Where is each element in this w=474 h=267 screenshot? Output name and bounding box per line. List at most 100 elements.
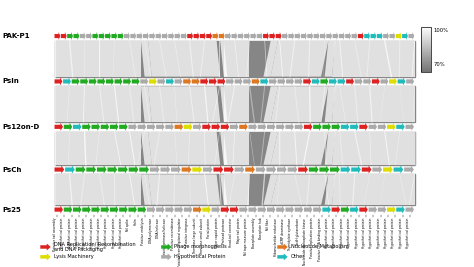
Bar xyxy=(421,31,431,32)
Polygon shape xyxy=(203,166,213,174)
Text: Putative DNA binding protein: Putative DNA binding protein xyxy=(318,218,322,261)
Bar xyxy=(421,59,431,60)
Text: DNA polymerase: DNA polymerase xyxy=(148,218,153,243)
Polygon shape xyxy=(224,166,234,174)
Polygon shape xyxy=(221,206,229,214)
Polygon shape xyxy=(320,77,328,85)
Polygon shape xyxy=(248,123,257,131)
Polygon shape xyxy=(140,77,148,85)
Polygon shape xyxy=(304,123,312,131)
Polygon shape xyxy=(244,32,250,40)
Polygon shape xyxy=(352,32,357,40)
Polygon shape xyxy=(337,77,346,85)
Polygon shape xyxy=(258,123,266,131)
Polygon shape xyxy=(61,32,67,40)
Polygon shape xyxy=(298,166,308,174)
Bar xyxy=(421,71,431,72)
Text: Hypothetical protein: Hypothetical protein xyxy=(399,218,402,248)
Polygon shape xyxy=(137,206,146,214)
Polygon shape xyxy=(161,166,170,174)
Polygon shape xyxy=(105,32,111,40)
Polygon shape xyxy=(193,123,201,131)
Polygon shape xyxy=(277,77,285,85)
Polygon shape xyxy=(91,206,100,214)
Polygon shape xyxy=(123,77,131,85)
Polygon shape xyxy=(40,244,51,250)
Polygon shape xyxy=(149,32,155,40)
Polygon shape xyxy=(313,123,322,131)
Bar xyxy=(421,63,431,64)
Polygon shape xyxy=(183,77,191,85)
Polygon shape xyxy=(137,123,146,131)
Polygon shape xyxy=(266,166,276,174)
Polygon shape xyxy=(141,41,152,77)
Polygon shape xyxy=(64,206,72,214)
Polygon shape xyxy=(55,32,60,40)
Bar xyxy=(421,62,431,63)
Polygon shape xyxy=(73,206,82,214)
Polygon shape xyxy=(307,32,313,40)
Polygon shape xyxy=(128,166,138,174)
Text: Hypothetical protein: Hypothetical protein xyxy=(406,218,410,248)
Polygon shape xyxy=(377,32,383,40)
Polygon shape xyxy=(285,206,294,214)
Polygon shape xyxy=(286,77,294,85)
Text: Prohead protease: Prohead protease xyxy=(222,218,226,244)
Polygon shape xyxy=(406,206,414,214)
Text: Lysis Machinery: Lysis Machinery xyxy=(54,254,93,259)
Polygon shape xyxy=(97,77,105,85)
Polygon shape xyxy=(174,123,183,131)
Polygon shape xyxy=(341,206,349,214)
Polygon shape xyxy=(269,32,275,40)
Polygon shape xyxy=(82,206,91,214)
Polygon shape xyxy=(184,206,192,214)
Polygon shape xyxy=(322,206,331,214)
Text: Ribonucleotide reductase: Ribonucleotide reductase xyxy=(273,218,278,256)
Polygon shape xyxy=(329,77,337,85)
Text: Hypothetical protein: Hypothetical protein xyxy=(332,218,337,248)
Polygon shape xyxy=(373,166,382,174)
Polygon shape xyxy=(40,253,51,260)
Polygon shape xyxy=(271,86,328,122)
Polygon shape xyxy=(326,32,332,40)
Polygon shape xyxy=(341,166,350,174)
Polygon shape xyxy=(332,86,415,122)
Polygon shape xyxy=(181,32,187,40)
Polygon shape xyxy=(350,206,359,214)
Polygon shape xyxy=(295,206,303,214)
Text: Baseplate assembly: Baseplate assembly xyxy=(252,218,255,248)
Bar xyxy=(421,68,431,69)
Bar xyxy=(421,53,431,54)
Polygon shape xyxy=(333,32,338,40)
Polygon shape xyxy=(174,206,183,214)
Polygon shape xyxy=(225,32,231,40)
Polygon shape xyxy=(119,206,128,214)
Polygon shape xyxy=(304,206,312,214)
Polygon shape xyxy=(192,77,200,85)
Polygon shape xyxy=(220,174,228,205)
Polygon shape xyxy=(55,132,415,165)
Bar xyxy=(421,28,431,29)
Polygon shape xyxy=(156,123,164,131)
Polygon shape xyxy=(73,32,79,40)
Polygon shape xyxy=(288,32,294,40)
Text: Hypothetical protein: Hypothetical protein xyxy=(82,218,86,248)
Polygon shape xyxy=(221,123,229,131)
Polygon shape xyxy=(383,32,389,40)
Polygon shape xyxy=(65,166,75,174)
Text: Hypothetical protein: Hypothetical protein xyxy=(369,218,373,248)
Polygon shape xyxy=(314,32,319,40)
Bar xyxy=(421,54,431,56)
Polygon shape xyxy=(230,123,238,131)
Bar xyxy=(421,48,431,49)
Polygon shape xyxy=(358,32,364,40)
Polygon shape xyxy=(238,32,244,40)
Bar xyxy=(421,36,431,37)
Text: PsIn: PsIn xyxy=(2,78,19,84)
Polygon shape xyxy=(313,206,322,214)
Text: Hypothetical protein: Hypothetical protein xyxy=(355,218,358,248)
Bar xyxy=(421,38,431,39)
Bar xyxy=(421,52,431,53)
Bar xyxy=(421,70,431,71)
Polygon shape xyxy=(141,86,152,122)
